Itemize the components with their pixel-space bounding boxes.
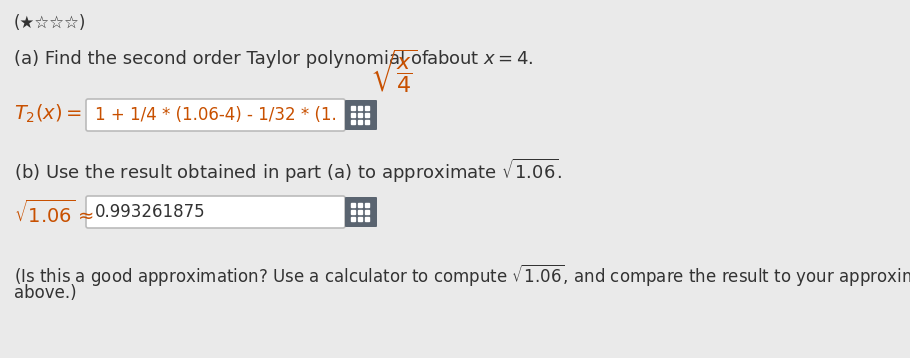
Text: above.): above.): [14, 284, 76, 302]
Text: (a) Find the second order Taylor polynomial of: (a) Find the second order Taylor polynom…: [14, 50, 429, 68]
Text: (★☆☆☆): (★☆☆☆): [14, 14, 86, 32]
FancyBboxPatch shape: [86, 196, 345, 228]
Text: (b) Use the result obtained in part (a) to approximate $\sqrt{1.06}$.: (b) Use the result obtained in part (a) …: [14, 157, 562, 185]
Text: $\sqrt{\dfrac{x}{4}}$: $\sqrt{\dfrac{x}{4}}$: [370, 48, 418, 95]
FancyBboxPatch shape: [86, 99, 345, 131]
Text: about $x = 4$.: about $x = 4$.: [426, 50, 533, 68]
Text: (Is this a good approximation? Use a calculator to compute $\sqrt{1.06}$, and co: (Is this a good approximation? Use a cal…: [14, 262, 910, 288]
Text: $\sqrt{1.06} \approx$: $\sqrt{1.06} \approx$: [14, 200, 94, 227]
Text: 0.993261875: 0.993261875: [95, 203, 206, 221]
Text: 1 + 1/4 * (1.06-4) - 1/32 * (1.: 1 + 1/4 * (1.06-4) - 1/32 * (1.: [95, 106, 337, 124]
FancyBboxPatch shape: [345, 100, 377, 130]
Text: $T_2(x) =$: $T_2(x) =$: [14, 103, 82, 125]
FancyBboxPatch shape: [345, 197, 377, 227]
